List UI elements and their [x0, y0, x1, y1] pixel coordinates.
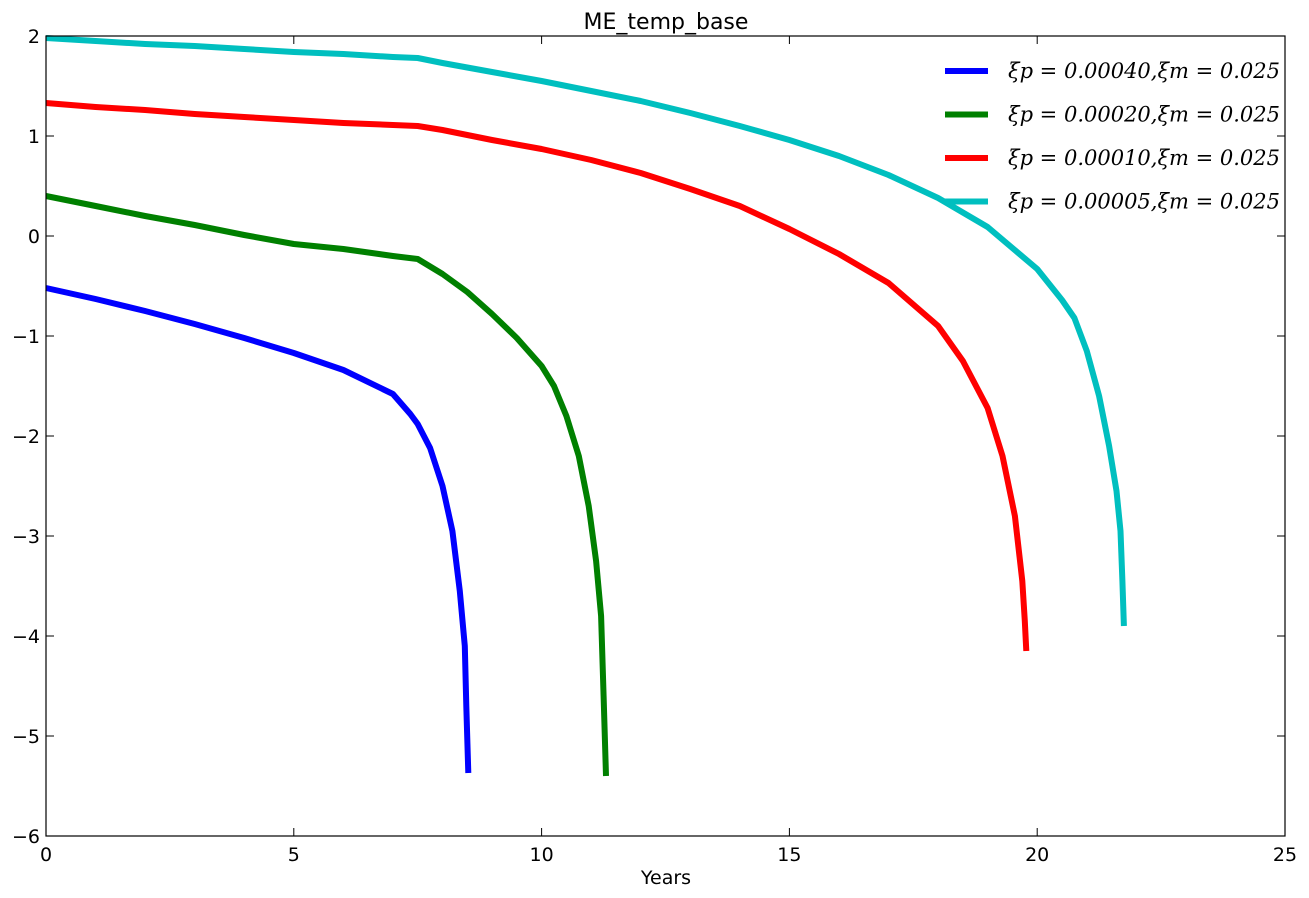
legend-label-3: ξp = 0.00010,ξm = 0.025: [1008, 146, 1280, 170]
y-tick-label: −4: [12, 626, 40, 648]
series-line-3: [45, 100, 1030, 652]
x-tick-label: 0: [40, 844, 52, 866]
x-tick-label: 20: [1025, 844, 1049, 866]
x-axis-label: Years: [640, 867, 691, 889]
legend-label-2: ξp = 0.00020,ξm = 0.025: [1008, 103, 1280, 127]
y-tick-label: 2: [28, 26, 40, 48]
y-tick-label: −3: [12, 526, 40, 548]
series-line-1: [45, 285, 472, 774]
y-tick-label: −2: [12, 426, 40, 448]
series-line-2: [45, 193, 609, 777]
y-tick-label: −6: [12, 826, 40, 848]
x-tick-label: 10: [530, 844, 554, 866]
series-line-4: [45, 35, 1127, 627]
y-tick-label: −5: [12, 726, 40, 748]
x-tick-label: 15: [777, 844, 801, 866]
series-layer: [45, 35, 1127, 777]
x-tick-label: 5: [288, 844, 300, 866]
legend-label-1: ξp = 0.00040,ξm = 0.025: [1008, 59, 1280, 83]
x-tick-label: 25: [1273, 844, 1297, 866]
y-tick-label: 0: [28, 226, 40, 248]
chart-title: ME_temp_base: [584, 10, 749, 35]
legend: ξp = 0.00040,ξm = 0.025 ξp = 0.00020,ξm =…: [945, 59, 1280, 214]
legend-label-4: ξp = 0.00005,ξm = 0.025: [1008, 190, 1280, 214]
y-tick-label: −1: [12, 326, 40, 348]
y-tick-label: 1: [28, 126, 40, 148]
